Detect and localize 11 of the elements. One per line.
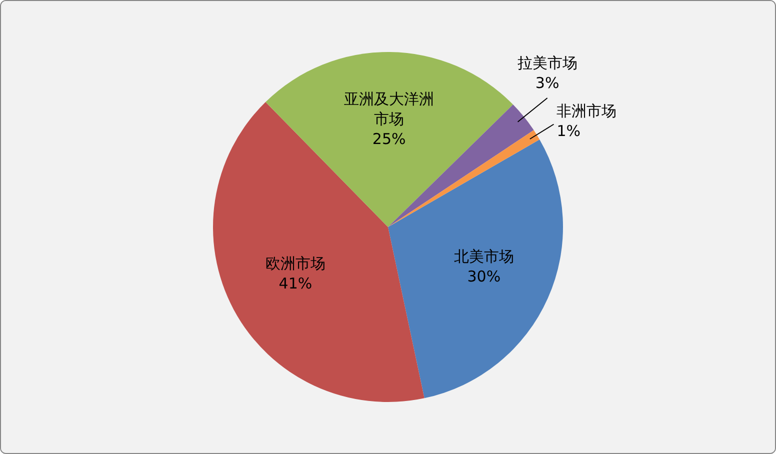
slice-label: 拉美市场 [517, 54, 578, 72]
data-label: 3% [535, 74, 560, 92]
data-label: 41% [278, 274, 312, 293]
slice-label: 亚洲及大洋洲市场 [344, 90, 434, 128]
data-label: 1% [556, 122, 581, 140]
slice-label: 非洲市场 [556, 102, 617, 120]
slice-label: 北美市场 [454, 248, 514, 266]
data-label: 30% [467, 268, 501, 286]
data-label: 25% [372, 130, 406, 148]
slice-label: 欧洲市场 [265, 254, 326, 273]
pie-slice [266, 52, 514, 227]
